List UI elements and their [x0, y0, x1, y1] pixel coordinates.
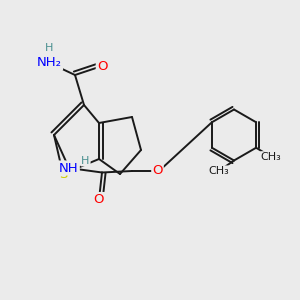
Text: O: O [94, 193, 104, 206]
Text: H: H [81, 155, 90, 166]
Text: O: O [152, 164, 163, 178]
Text: CH₃: CH₃ [208, 166, 230, 176]
Text: CH₃: CH₃ [261, 152, 281, 162]
Text: NH₂: NH₂ [37, 56, 62, 70]
Text: NH: NH [59, 161, 79, 175]
Text: H: H [45, 43, 54, 53]
Text: O: O [97, 59, 107, 73]
Text: S: S [59, 167, 67, 181]
